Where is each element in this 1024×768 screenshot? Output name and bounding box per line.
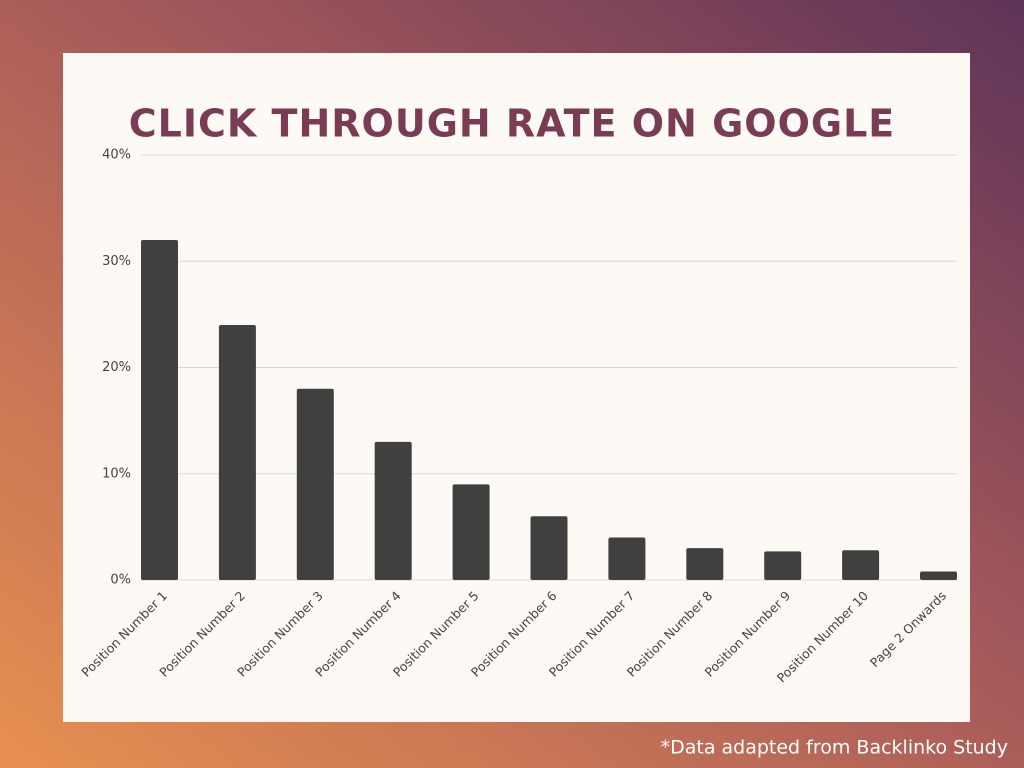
y-tick-label: 0% [110, 573, 131, 588]
bar [686, 548, 724, 580]
footnote: *Data adapted from Backlinko Study [661, 737, 1008, 759]
bar [218, 325, 256, 580]
bar [296, 388, 334, 580]
y-tick-label: 20% [102, 360, 131, 375]
bar [530, 516, 568, 580]
y-tick-label: 40% [102, 148, 131, 163]
bar [374, 441, 412, 580]
bar [764, 551, 802, 580]
chart-title: CLICK THROUGH RATE ON GOOGLE [129, 102, 896, 146]
bar [608, 537, 646, 580]
y-tick-label: 30% [102, 254, 131, 269]
bar [141, 240, 178, 580]
y-tick-label: 10% [102, 466, 131, 481]
bar [452, 484, 490, 580]
bar [920, 571, 957, 580]
chart-panel [63, 53, 970, 722]
bar [842, 550, 880, 580]
